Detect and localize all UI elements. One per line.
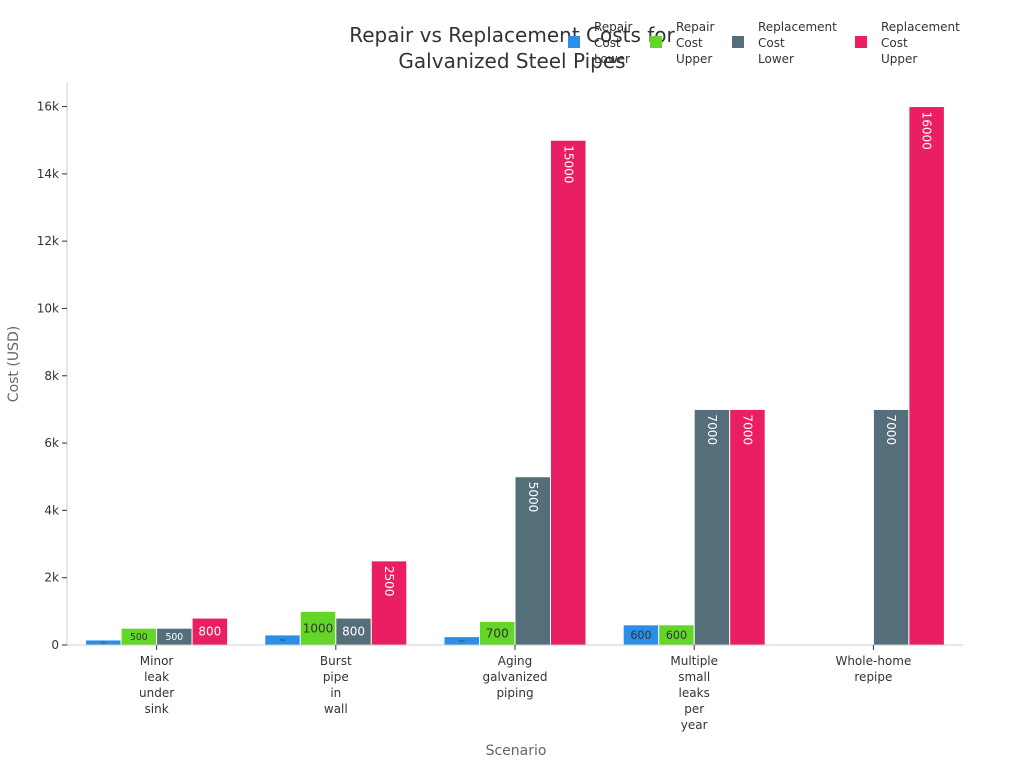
x-tick-label: Aging galvanized piping bbox=[483, 654, 548, 700]
legend-item-replacement-lower[interactable]: Replacement Cost Lower bbox=[732, 20, 837, 66]
y-tick-label: 6k bbox=[44, 436, 59, 450]
y-tick-label: 4k bbox=[44, 503, 59, 517]
bar-replacement-upper-1[interactable] bbox=[370, 560, 408, 646]
legend[interactable]: Repair Cost Lower Repair Cost Upper Replacemen… bbox=[568, 20, 960, 66]
bar-replacement-upper-3[interactable] bbox=[729, 408, 766, 646]
x-tick-label: Whole-home repipe bbox=[835, 654, 911, 684]
bar-label-repair-upper-3: 600 bbox=[666, 629, 687, 642]
legend-swatch bbox=[855, 36, 867, 48]
bar-repair-upper-1[interactable] bbox=[299, 610, 337, 646]
bar-replacement-upper-4[interactable] bbox=[908, 106, 945, 646]
bar-label-replacement-lower-3: 7000 bbox=[705, 414, 719, 445]
bar-label-replacement-lower-1: 800 bbox=[342, 625, 365, 639]
legend-swatch bbox=[650, 36, 662, 48]
axes-layer: 0 2k 4k 6k 8k 10k 12k 14k 16k Minor leak under sink B… bbox=[37, 83, 963, 732]
bar-label-repair-upper-2: 700 bbox=[486, 626, 509, 640]
bar-replacement-lower-1[interactable] bbox=[335, 617, 372, 646]
y-axis-title: Cost (USD) bbox=[6, 326, 22, 402]
bar-label-replacement-lower-4: 7000 bbox=[884, 414, 898, 445]
chart-title: Repair vs Replacement Costs for Galvanize… bbox=[349, 23, 675, 73]
legend-item-repair-upper[interactable]: Repair Cost Upper bbox=[650, 20, 714, 66]
bar-label-repair-lower-1: 300 bbox=[280, 638, 286, 642]
bar-replacement-lower-2[interactable] bbox=[514, 476, 551, 646]
x-axis-title: Scenario bbox=[486, 743, 547, 759]
legend-label: Repair Cost Lower bbox=[594, 20, 632, 66]
y-tick-label: 14k bbox=[37, 167, 59, 181]
bar-label-replacement-upper-1: 2500 bbox=[382, 566, 396, 597]
bar-label-replacement-lower-0: 500 bbox=[165, 632, 183, 643]
bar-label-repair-lower-3: 600 bbox=[630, 629, 651, 642]
legend-swatch bbox=[732, 36, 744, 48]
bar-label-repair-lower-0: 150 bbox=[100, 640, 106, 644]
legend-label: Replacement Cost Lower bbox=[758, 20, 837, 66]
x-tick-label: Minor leak under sink bbox=[139, 654, 174, 716]
bar-replacement-upper-2[interactable] bbox=[550, 139, 587, 646]
bar-label-replacement-lower-2: 5000 bbox=[526, 482, 540, 513]
x-tick-label: Multiple small leaks per year bbox=[670, 654, 718, 732]
bar-label-replacement-upper-0: 800 bbox=[198, 625, 221, 639]
bar-label-replacement-upper-4: 16000 bbox=[920, 112, 934, 150]
y-tick-label: 0 bbox=[51, 638, 59, 652]
legend-label: Replacement Cost Upper bbox=[881, 20, 960, 66]
bar-label-replacement-upper-2: 15000 bbox=[561, 145, 575, 183]
bar-label-replacement-upper-3: 7000 bbox=[740, 414, 754, 445]
legend-item-repair-lower[interactable]: Repair Cost Lower bbox=[568, 20, 632, 66]
y-tick-label: 2k bbox=[44, 571, 59, 585]
y-tick-label: 16k bbox=[37, 100, 59, 114]
bar-label-repair-upper-0: 500 bbox=[130, 632, 148, 643]
legend-swatch bbox=[568, 36, 580, 48]
bar-label-repair-lower-2: 250 bbox=[459, 639, 465, 643]
chart-title-text: Repair vs Replacement Costs for Galvanize… bbox=[349, 23, 675, 73]
bar-labels-layer: 150 300 250 600 500 1000 700 600 500 800 5000 7000 7… bbox=[100, 112, 933, 645]
x-tick-label: Burst pipe in wall bbox=[320, 654, 352, 716]
legend-label: Repair Cost Upper bbox=[676, 20, 714, 66]
bar-label-repair-upper-1: 1000 bbox=[303, 621, 334, 635]
y-tick-label: 12k bbox=[37, 234, 59, 248]
bars-layer bbox=[85, 106, 945, 646]
y-tick-label: 8k bbox=[44, 369, 59, 383]
legend-item-replacement-upper[interactable]: Replacement Cost Upper bbox=[855, 20, 960, 66]
y-tick-label: 10k bbox=[37, 301, 59, 315]
